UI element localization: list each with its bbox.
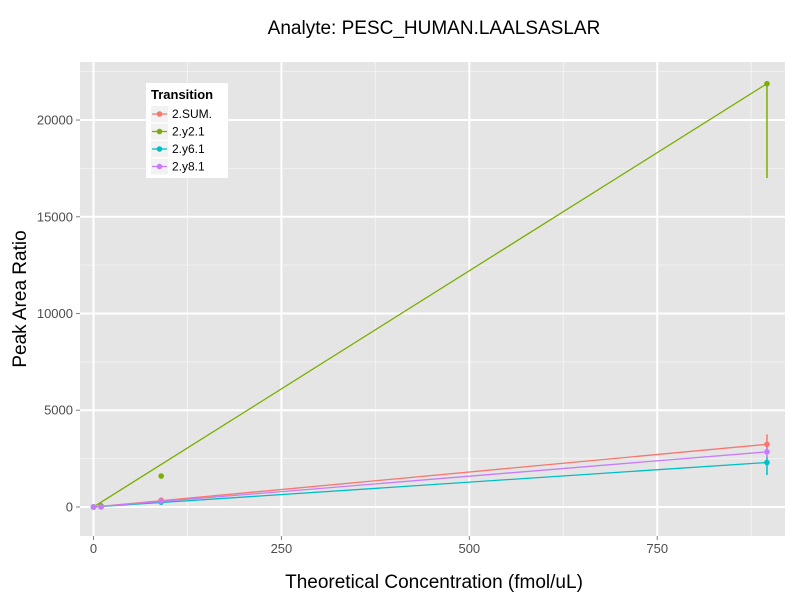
y-tick-label: 0 — [66, 499, 73, 514]
legend-label: 2.SUM. — [172, 107, 212, 121]
y-tick-label: 5000 — [44, 403, 73, 418]
legend-key-point — [156, 128, 163, 135]
data-point — [90, 504, 97, 510]
chart-title: Analyte: PESC_HUMAN.LAALSASLAR — [268, 18, 601, 39]
fit-line — [93, 451, 768, 508]
data-point — [764, 441, 770, 448]
legend-key-point — [156, 146, 163, 152]
x-tick-label: 500 — [458, 541, 480, 556]
fit-line — [93, 461, 768, 508]
axes-layer: 0 250 500 750 0 5000 10000 15000 20000 — [37, 113, 668, 556]
data-point — [764, 449, 770, 455]
data-point — [764, 459, 770, 466]
data-point — [158, 498, 164, 504]
data-point — [98, 504, 104, 510]
x-tick-label: 250 — [271, 541, 293, 556]
fit-line — [93, 83, 768, 508]
data-point — [158, 473, 164, 479]
y-tick-label: 20000 — [37, 113, 73, 128]
legend-label: 2.y8.1 — [172, 160, 205, 174]
y-tick-label: 15000 — [37, 209, 73, 224]
legend-label: 2.y2.1 — [172, 125, 205, 139]
legend-items: 2.SUM. 2.y2.1 2.y6.1 2.y8.1 — [151, 106, 212, 175]
fit-line — [93, 443, 768, 508]
y-tick-label: 10000 — [37, 306, 73, 321]
legend-key-point — [156, 111, 163, 117]
series-2-y8-1 — [90, 447, 770, 510]
legend: Transition 2.SUM. 2.y2.1 2.y6.1 2.y8.1 — [146, 83, 228, 178]
legend-title: Transition — [151, 87, 213, 102]
x-tick-label: 0 — [90, 541, 97, 556]
series-layer — [90, 80, 770, 510]
legend-label: 2.y6.1 — [172, 142, 205, 156]
data-point — [764, 80, 770, 87]
legend-key-point — [156, 163, 163, 170]
y-axis-title: Peak Area Ratio — [10, 230, 31, 367]
x-tick-label: 750 — [646, 541, 668, 556]
x-axis-title: Theoretical Concentration (fmol/uL) — [285, 572, 583, 593]
